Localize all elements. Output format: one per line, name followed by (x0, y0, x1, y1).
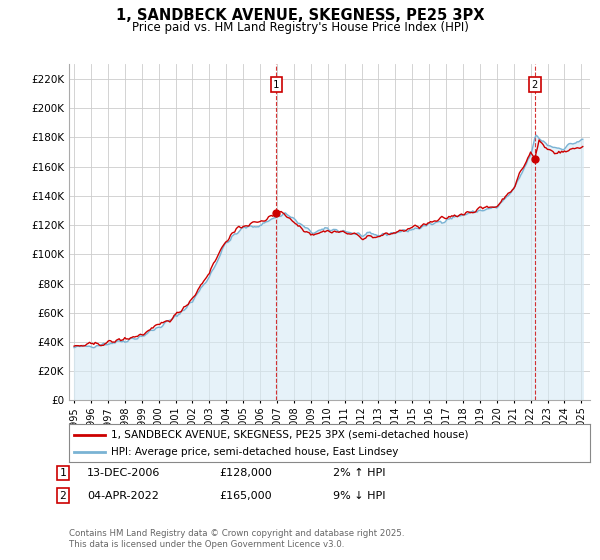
Text: £165,000: £165,000 (219, 491, 272, 501)
Text: 13-DEC-2006: 13-DEC-2006 (87, 468, 160, 478)
Text: 04-APR-2022: 04-APR-2022 (87, 491, 159, 501)
Text: 1: 1 (59, 468, 67, 478)
Text: 9% ↓ HPI: 9% ↓ HPI (333, 491, 386, 501)
Text: 1, SANDBECK AVENUE, SKEGNESS, PE25 3PX: 1, SANDBECK AVENUE, SKEGNESS, PE25 3PX (116, 8, 484, 24)
Text: 2: 2 (532, 80, 538, 90)
Text: Price paid vs. HM Land Registry's House Price Index (HPI): Price paid vs. HM Land Registry's House … (131, 21, 469, 34)
Text: Contains HM Land Registry data © Crown copyright and database right 2025.
This d: Contains HM Land Registry data © Crown c… (69, 529, 404, 549)
Text: HPI: Average price, semi-detached house, East Lindsey: HPI: Average price, semi-detached house,… (110, 447, 398, 458)
Text: 2: 2 (59, 491, 67, 501)
Text: 2% ↑ HPI: 2% ↑ HPI (333, 468, 386, 478)
Text: £128,000: £128,000 (219, 468, 272, 478)
Text: 1, SANDBECK AVENUE, SKEGNESS, PE25 3PX (semi-detached house): 1, SANDBECK AVENUE, SKEGNESS, PE25 3PX (… (110, 430, 468, 440)
Text: 1: 1 (273, 80, 280, 90)
